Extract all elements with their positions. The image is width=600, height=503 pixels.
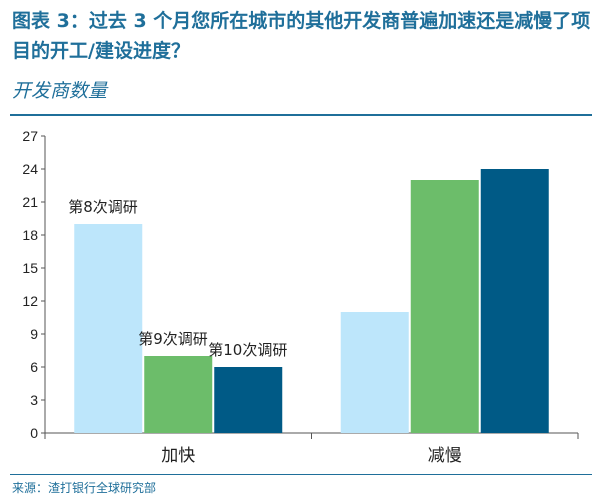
series-label: 第8次调研 [68,198,138,216]
y-tick-label: 15 [22,260,38,276]
y-tick-label: 18 [22,227,38,243]
top-rule [10,114,592,116]
bottom-rule [10,474,592,475]
series-label: 第10次调研 [208,341,287,359]
chart-bars [74,169,549,433]
y-tick-label: 9 [30,326,38,342]
bar [410,180,479,433]
bar [480,169,549,433]
bar [144,356,213,433]
chart-title: 图表 3：过去 3 个月您所在城市的其他开发商普遍加速还是减慢了项目的开工/建设… [12,10,591,62]
chart-subtitle: 开发商数量 [12,80,108,102]
series-label: 第9次调研 [138,330,208,348]
y-tick-label: 27 [22,128,38,144]
y-tick-label: 0 [30,425,38,441]
bar [340,312,409,433]
y-tick-label: 12 [22,293,38,309]
category-label: 减慢 [428,445,462,466]
source-note: 来源：渣打银行全球研究部 [12,481,157,495]
bar [74,224,143,433]
category-label: 加快 [161,446,195,466]
chart-axes: 0 3 6 9 12 15 18 21 24 27 [22,128,579,441]
y-tick-label: 24 [22,161,38,177]
bar [214,367,283,433]
y-tick-label: 3 [30,392,38,408]
y-tick-label: 6 [30,359,38,375]
y-tick-label: 21 [22,194,38,210]
